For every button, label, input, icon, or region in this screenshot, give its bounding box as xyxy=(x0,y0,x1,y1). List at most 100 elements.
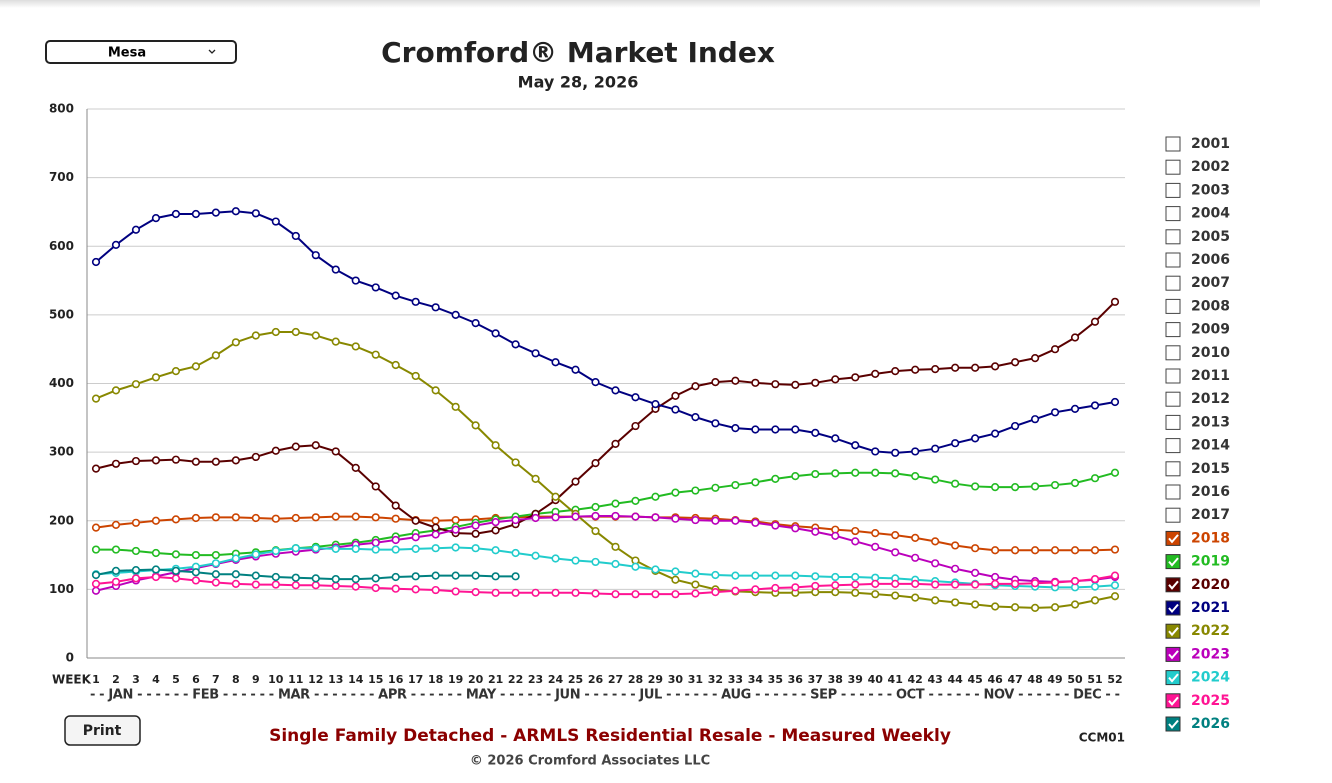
print-button[interactable]: Print xyxy=(64,715,141,746)
print-label[interactable]: Print xyxy=(83,723,122,739)
data-point xyxy=(151,456,161,465)
legend-checkbox[interactable] xyxy=(1165,554,1181,570)
x-tick-label: 32 xyxy=(708,673,723,686)
data-point xyxy=(411,516,420,525)
data-point xyxy=(191,362,201,371)
legend-label[interactable]: 2007 xyxy=(1191,275,1230,291)
legend-label[interactable]: 2026 xyxy=(1191,716,1230,732)
data-point xyxy=(851,526,860,536)
legend-checkbox[interactable] xyxy=(1165,206,1181,222)
legend-checkbox[interactable] xyxy=(1165,530,1181,546)
legend-checkbox[interactable] xyxy=(1165,646,1181,662)
data-point xyxy=(91,570,101,580)
select-box[interactable] xyxy=(45,40,237,64)
data-point xyxy=(511,588,520,597)
data-point xyxy=(1070,546,1080,555)
legend-label[interactable]: 2020 xyxy=(1191,577,1230,593)
legend-checkbox[interactable] xyxy=(1165,322,1181,338)
print-box[interactable] xyxy=(64,715,141,746)
legend-label[interactable]: 2002 xyxy=(1191,159,1230,175)
data-point xyxy=(251,550,260,559)
x-tick-label: 23 xyxy=(528,673,543,686)
legend-label[interactable]: 2005 xyxy=(1191,229,1230,245)
data-point xyxy=(591,502,600,512)
legend-checkbox[interactable] xyxy=(1165,159,1181,175)
legend-checkbox[interactable] xyxy=(1165,716,1181,732)
legend-label[interactable]: 2013 xyxy=(1191,414,1230,430)
legend-checkbox[interactable] xyxy=(1165,252,1181,268)
select-value[interactable]: Mesa xyxy=(108,46,146,61)
data-point xyxy=(651,513,660,522)
data-point xyxy=(931,444,940,453)
legend-checkbox[interactable] xyxy=(1165,670,1181,686)
legend-label[interactable]: 2011 xyxy=(1191,368,1230,384)
legend-checkbox[interactable] xyxy=(1165,298,1181,314)
data-point xyxy=(331,447,340,456)
legend-label[interactable]: 2021 xyxy=(1191,600,1230,616)
chart-code: CCM01 xyxy=(1079,731,1125,745)
legend-label[interactable]: 2001 xyxy=(1191,136,1230,152)
legend-label[interactable]: 2025 xyxy=(1191,693,1230,709)
market-select[interactable]: Mesa xyxy=(45,40,237,64)
legend-checkbox[interactable] xyxy=(1165,414,1181,430)
legend-label[interactable]: 2008 xyxy=(1191,298,1230,314)
data-point xyxy=(871,529,880,538)
data-point xyxy=(371,513,380,522)
data-point xyxy=(411,297,420,306)
legend-label[interactable]: 2003 xyxy=(1191,182,1230,198)
legend-label[interactable]: 2022 xyxy=(1191,623,1230,639)
data-point xyxy=(1090,474,1100,483)
data-point xyxy=(231,570,240,579)
legend-check xyxy=(1168,603,1179,614)
data-point xyxy=(191,568,201,577)
x-tick-label: 12 xyxy=(308,673,323,686)
data-point xyxy=(611,559,620,569)
legend-checkbox[interactable] xyxy=(1165,693,1181,709)
data-point xyxy=(251,580,260,589)
data-point xyxy=(1090,546,1100,555)
data-point xyxy=(611,542,620,551)
legend-checkbox[interactable] xyxy=(1165,623,1181,639)
legend-label[interactable]: 2006 xyxy=(1191,252,1230,268)
legend-label[interactable]: 2014 xyxy=(1191,438,1230,454)
legend-checkbox[interactable] xyxy=(1165,229,1181,245)
data-point xyxy=(891,579,900,588)
data-point xyxy=(871,579,880,588)
legend-checkbox[interactable] xyxy=(1165,438,1181,454)
legend-checkbox[interactable] xyxy=(1165,136,1181,152)
legend-checkbox[interactable] xyxy=(1165,368,1181,384)
legend-label[interactable]: 2016 xyxy=(1191,484,1230,500)
data-point xyxy=(851,572,860,582)
legend-label[interactable]: 2023 xyxy=(1191,646,1230,662)
legend-checkbox[interactable] xyxy=(1165,345,1181,361)
data-point xyxy=(791,380,800,389)
legend-label[interactable]: 2017 xyxy=(1191,507,1230,523)
x-tick-label: 25 xyxy=(568,673,583,686)
legend-checkbox[interactable] xyxy=(1165,275,1181,291)
data-point xyxy=(531,588,540,597)
legend-label[interactable]: 2010 xyxy=(1191,345,1230,361)
legend-label[interactable]: 2015 xyxy=(1191,461,1230,477)
data-point xyxy=(991,602,1000,611)
legend-checkbox[interactable] xyxy=(1165,577,1181,593)
data-point xyxy=(1010,546,1020,555)
legend-label[interactable]: 2024 xyxy=(1191,670,1230,686)
data-point xyxy=(931,580,940,589)
legend-checkbox[interactable] xyxy=(1165,484,1181,500)
legend-label[interactable]: 2009 xyxy=(1191,322,1230,338)
data-point xyxy=(531,551,540,560)
legend-label[interactable]: 2019 xyxy=(1191,554,1230,570)
data-point xyxy=(1050,345,1060,354)
legend-checkbox[interactable] xyxy=(1165,507,1181,523)
legend-label[interactable]: 2004 xyxy=(1191,206,1230,222)
legend-checkbox[interactable] xyxy=(1165,461,1181,477)
legend-label[interactable]: 2012 xyxy=(1191,391,1230,407)
x-tick-label: 4 xyxy=(152,673,160,686)
select-arrow xyxy=(208,49,216,54)
legend-label[interactable]: 2018 xyxy=(1191,530,1230,546)
data-point xyxy=(391,545,400,554)
data-point xyxy=(431,530,440,539)
legend-checkbox[interactable] xyxy=(1165,600,1181,616)
legend-checkbox[interactable] xyxy=(1165,182,1181,198)
legend-checkbox[interactable] xyxy=(1165,391,1181,407)
